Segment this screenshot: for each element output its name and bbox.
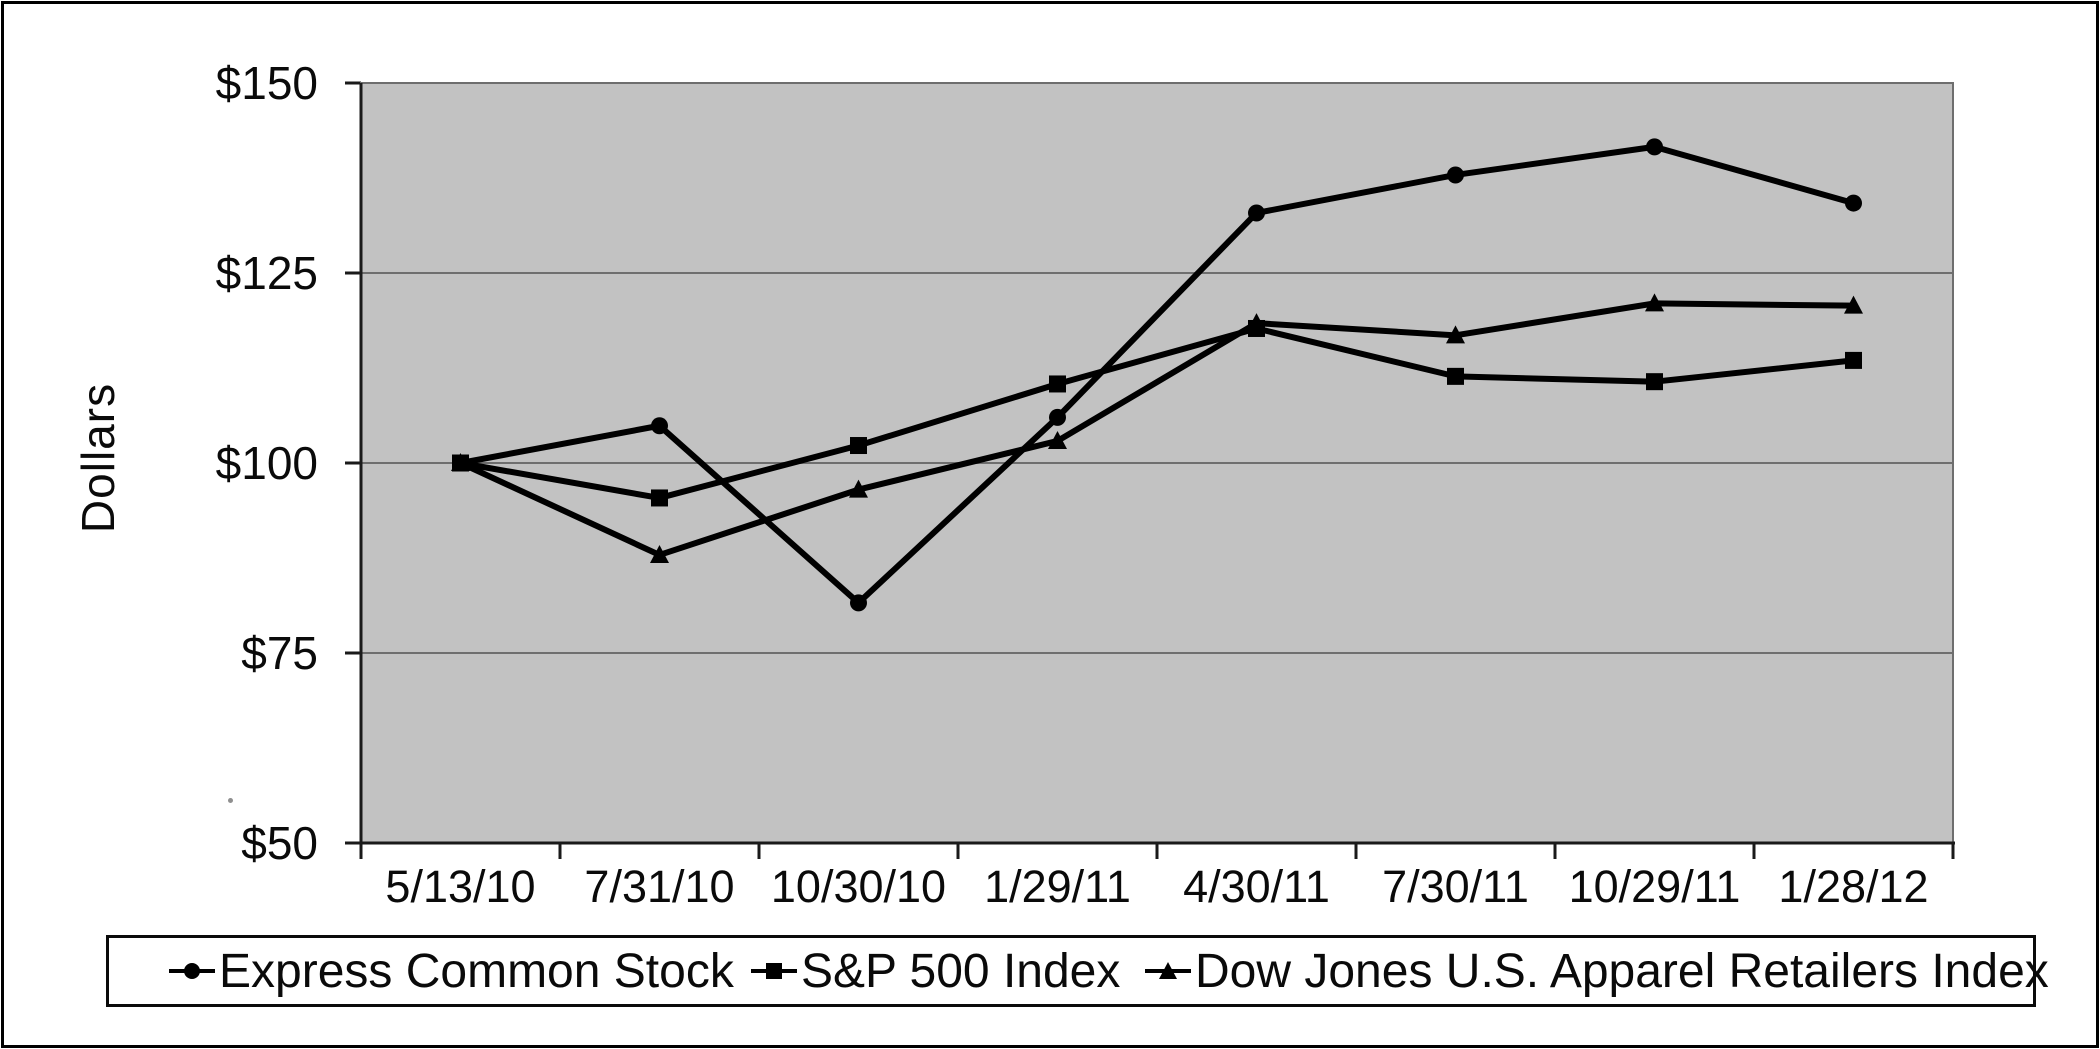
series-s-p-500-index-square-marker	[1049, 375, 1066, 393]
series-express-common-stock-circle-marker	[1248, 204, 1265, 222]
y-tick-label: $75	[241, 627, 318, 679]
series-line-s-p-500-index	[457, 325, 1857, 501]
triangle-series-legend-marker-icon	[1145, 962, 1191, 979]
series-dow-jones-u-s-apparel-retailers-index-triangle-marker	[1048, 430, 1067, 449]
y-tick-label: $125	[216, 247, 318, 299]
scan-speck-artifact	[228, 798, 233, 803]
legend: Express Common Stock S&P 500 Index Dow J…	[106, 935, 2049, 1007]
series-express-common-stock-circle-marker	[1646, 138, 1663, 156]
x-tick-label: 1/28/12	[1778, 861, 1928, 912]
series-dow-jones-u-s-apparel-retailers-index-triangle-marker	[451, 453, 470, 471]
y-tick-label: $100	[216, 437, 318, 489]
series-express-common-stock-circle-marker	[1845, 194, 1862, 212]
circle-series-legend-marker-icon	[169, 963, 215, 979]
legend-label-express-common-stock: Express Common Stock	[219, 944, 734, 998]
legend-item-dow-jones-apparel-retailers-index: Dow Jones U.S. Apparel Retailers Index	[1145, 938, 2049, 1004]
series-s-p-500-index-square-marker	[850, 437, 867, 455]
legend-label-dow-jones-apparel-retailers-index: Dow Jones U.S. Apparel Retailers Index	[1195, 944, 2049, 998]
series-dow-jones-u-s-apparel-retailers-index-triangle-marker	[1247, 313, 1266, 332]
series-s-p-500-index-square-marker	[1447, 367, 1464, 385]
series-express-common-stock-circle-marker	[651, 417, 668, 435]
square-series-legend-marker-icon	[751, 963, 797, 979]
y-tick-label: $150	[216, 57, 318, 109]
series-express-common-stock-circle-marker	[1447, 166, 1464, 184]
legend-triangle-marker	[1159, 962, 1177, 979]
series-dow-jones-u-s-apparel-retailers-index-triangle-marker	[849, 479, 868, 498]
series-line-express-common-stock	[457, 143, 1857, 606]
x-tick-label: 10/29/11	[1569, 861, 1741, 912]
legend-item-express-common-stock: Express Common Stock	[169, 938, 734, 1004]
series-s-p-500-index-square-marker	[1845, 351, 1862, 369]
x-tick-label: 7/30/11	[1382, 861, 1529, 912]
x-tick-label: 10/30/10	[771, 861, 946, 912]
legend-item-sp500-index: S&P 500 Index	[751, 938, 1120, 1004]
legend-label-sp500-index: S&P 500 Index	[801, 944, 1121, 998]
series-express-common-stock-circle-marker	[1049, 408, 1066, 426]
legend-square-marker	[766, 963, 782, 979]
y-tick-label: $50	[241, 817, 318, 869]
series-dow-jones-u-s-apparel-retailers-index-triangle-marker	[650, 544, 669, 563]
series-express-common-stock-circle-marker	[850, 594, 867, 612]
series-dow-jones-u-s-apparel-retailers-index-triangle-marker	[1844, 295, 1863, 314]
series-s-p-500-index-square-marker	[1646, 373, 1663, 391]
legend-circle-marker	[184, 963, 200, 979]
series-s-p-500-index-square-marker	[651, 489, 668, 507]
y-axis-title: Dollars	[72, 382, 124, 534]
series-line-dow-jones-u-s-apparel-retailers-index	[457, 300, 1857, 558]
series-dow-jones-u-s-apparel-retailers-index-triangle-marker	[1645, 293, 1664, 312]
x-tick-label: 5/13/10	[385, 861, 535, 912]
x-tick-label: 7/31/10	[584, 861, 734, 912]
series-dow-jones-u-s-apparel-retailers-index-triangle-marker	[1446, 325, 1465, 344]
x-tick-label: 4/30/11	[1183, 861, 1330, 912]
x-tick-label: 1/29/11	[984, 861, 1131, 912]
